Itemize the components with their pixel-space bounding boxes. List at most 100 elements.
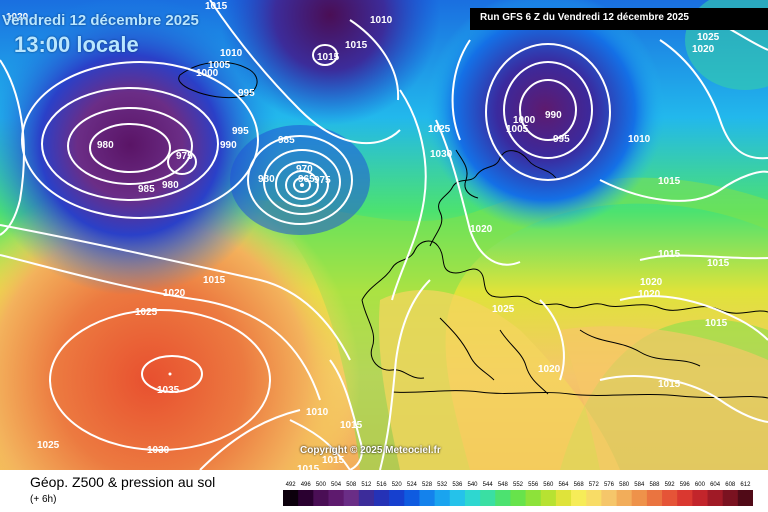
pressure-label: 975 bbox=[314, 175, 331, 186]
pressure-label: 1020 bbox=[640, 277, 663, 288]
pressure-label: 980 bbox=[97, 140, 114, 151]
scale-color-cell bbox=[480, 490, 496, 506]
legend-subtitle: (+ 6h) bbox=[30, 494, 57, 505]
pressure-label: 1030 bbox=[147, 445, 170, 456]
scale-tick-label: 580 bbox=[619, 482, 630, 488]
scale-tick-label: 500 bbox=[316, 482, 327, 488]
run-info-box bbox=[470, 8, 768, 30]
scale-tick-label: 600 bbox=[695, 482, 706, 488]
pressure-label: 1020 bbox=[163, 288, 186, 299]
scale-tick-label: 536 bbox=[452, 482, 463, 488]
scale-color-cell bbox=[737, 490, 753, 506]
pressure-label: 1015 bbox=[705, 318, 728, 329]
pressure-label: 970 bbox=[296, 164, 313, 175]
scale-color-cell bbox=[571, 490, 587, 506]
pressure-label: 1015 bbox=[205, 1, 228, 12]
scale-tick-label: 572 bbox=[589, 482, 600, 488]
pressure-label: 995 bbox=[553, 134, 570, 145]
isobars bbox=[0, 0, 768, 470]
scale-color-cell bbox=[495, 490, 511, 506]
scale-tick-label: 544 bbox=[483, 482, 494, 488]
pressure-label: 1020 bbox=[638, 289, 661, 300]
scale-tick-label: 568 bbox=[574, 482, 585, 488]
scale-color-cell bbox=[298, 490, 314, 506]
pressure-label: 1000 bbox=[513, 115, 536, 126]
pressure-label: 1020 bbox=[470, 224, 493, 235]
pressure-label: 985 bbox=[278, 135, 295, 146]
color-scale: 492 496 500 504 508 512 516 520 524 528 532 536 540 5… bbox=[283, 482, 753, 506]
pressure-label: 995 bbox=[232, 126, 249, 137]
scale-tick-label: 564 bbox=[558, 482, 569, 488]
pressure-label: 1020 bbox=[6, 12, 29, 23]
pressure-label: 980 bbox=[258, 174, 275, 185]
scale-tick-label: 560 bbox=[543, 482, 554, 488]
scale-color-cell bbox=[616, 490, 633, 506]
scale-color-cell bbox=[662, 490, 678, 506]
pressure-label: 1010 bbox=[220, 48, 243, 59]
pressure-label: 985 bbox=[138, 184, 155, 195]
scale-tick-label: 604 bbox=[710, 482, 721, 488]
scale-tick-label: 508 bbox=[346, 482, 357, 488]
pressure-label: 1020 bbox=[538, 364, 561, 375]
scale-color-cell bbox=[358, 490, 375, 506]
scale-color-cell bbox=[677, 490, 693, 506]
scale-tick-label: 524 bbox=[407, 482, 418, 488]
pressure-label: 1015 bbox=[658, 176, 681, 187]
scale-tick-label: 516 bbox=[377, 482, 388, 488]
scale-color-cell bbox=[343, 490, 360, 506]
scale-color-cell bbox=[449, 490, 466, 506]
scale-color-cell bbox=[586, 490, 602, 506]
pressure-label: 1025 bbox=[428, 124, 451, 135]
geopotential-map: 1015 1010 1015 1015 1010 1005 1000 995 9… bbox=[0, 0, 768, 470]
pressure-label: 965 bbox=[298, 174, 315, 185]
forecast-date: Vendredi 12 décembre 2025 bbox=[2, 12, 199, 29]
scale-tick-label: 540 bbox=[468, 482, 479, 488]
pressure-label: 1010 bbox=[370, 15, 393, 26]
pressure-label: 1025 bbox=[135, 307, 158, 318]
pressure-label: 1000 bbox=[196, 68, 219, 79]
scale-color-cell bbox=[404, 490, 420, 506]
pressure-label: 1005 bbox=[208, 60, 231, 71]
scale-color-cell bbox=[525, 490, 542, 506]
pressure-label: 1015 bbox=[707, 258, 730, 269]
scale-tick-label: 528 bbox=[422, 482, 433, 488]
scale-tick-label: 596 bbox=[680, 482, 691, 488]
scale-tick-label: 612 bbox=[740, 482, 751, 488]
scale-color-cell bbox=[631, 490, 648, 506]
pressure-label: 1015 bbox=[322, 455, 345, 466]
scale-color-cell bbox=[313, 490, 329, 506]
pressure-label: 1025 bbox=[37, 440, 60, 451]
pressure-label: 975 bbox=[176, 151, 193, 162]
pressure-label: 1025 bbox=[697, 32, 720, 43]
copyright-text: Copyright © 2025 Meteociel.fr bbox=[300, 445, 441, 456]
scale-tick-label: 548 bbox=[498, 482, 509, 488]
scale-tick-label: 588 bbox=[649, 482, 660, 488]
scale-color-cell bbox=[707, 490, 724, 506]
scale-tick-label: 592 bbox=[665, 482, 676, 488]
run-info: Run GFS 6 Z du Vendredi 12 décembre 2025 bbox=[480, 12, 689, 23]
scale-tick-label: 512 bbox=[361, 482, 372, 488]
pressure-centers bbox=[168, 183, 304, 376]
pressure-label: 1020 bbox=[692, 44, 715, 55]
scale-color-cell bbox=[555, 490, 572, 506]
scale-color-cell bbox=[722, 490, 739, 506]
scale-color-cell bbox=[540, 490, 557, 506]
scale-color-cell bbox=[328, 490, 345, 506]
scale-tick-label: 520 bbox=[392, 482, 403, 488]
scale-color-cell bbox=[601, 490, 617, 506]
pressure-label: 995 bbox=[238, 88, 255, 99]
pressure-label: 1015 bbox=[345, 40, 368, 51]
pressure-label: 1015 bbox=[317, 52, 340, 63]
pressure-label: 990 bbox=[545, 110, 562, 121]
scale-color-cell bbox=[510, 490, 526, 506]
pressure-label: 1025 bbox=[492, 304, 515, 315]
scale-color-cell bbox=[646, 490, 663, 506]
pressure-label: 1015 bbox=[658, 379, 681, 390]
scale-tick-label: 532 bbox=[437, 482, 448, 488]
scale-tick-label: 576 bbox=[604, 482, 615, 488]
legend-title: Géop. Z500 & pression au sol bbox=[30, 474, 216, 490]
scale-tick-label: 504 bbox=[331, 482, 342, 488]
scale-color-cell bbox=[389, 490, 405, 506]
scale-color-cell bbox=[434, 490, 451, 506]
